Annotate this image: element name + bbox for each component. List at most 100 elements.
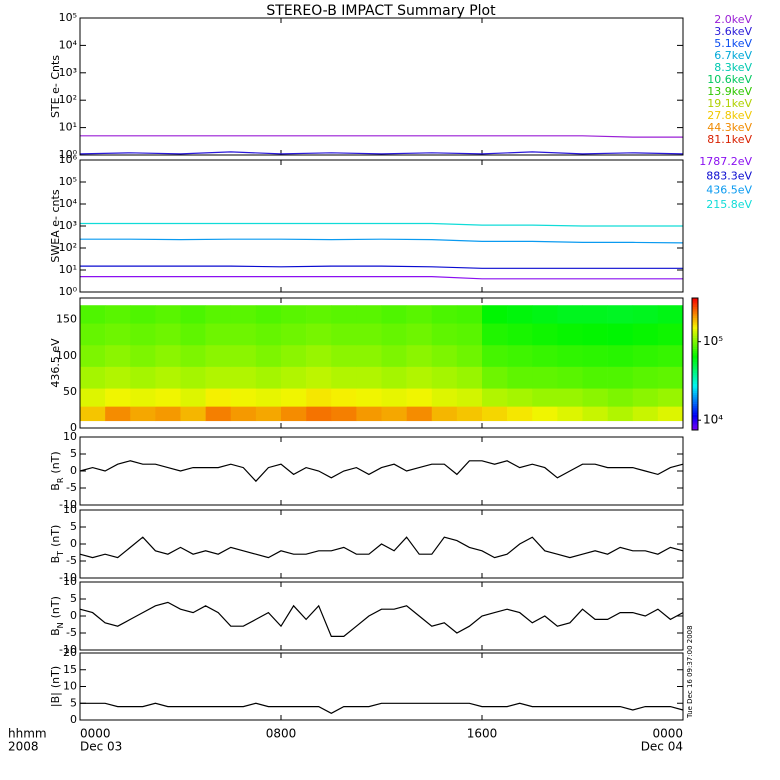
colorbar-segment	[692, 372, 698, 376]
spectrogram-cell	[532, 323, 558, 346]
spectrogram-cell	[632, 305, 659, 324]
spectrogram-cell	[406, 366, 433, 389]
spectrogram-cell	[406, 323, 433, 346]
series-line	[80, 276, 683, 280]
y-tick-label: 0	[70, 609, 77, 622]
y-tick-label: 0	[70, 537, 77, 550]
legend-label: 883.3eV	[706, 169, 752, 182]
spectrogram-cell	[180, 323, 206, 346]
y-axis-label: BR (nT)	[49, 451, 65, 490]
y-tick-label: 10⁴	[59, 38, 78, 51]
spectrogram-cell	[205, 366, 232, 389]
y-tick-label: 10²	[59, 93, 77, 106]
spectrogram-cell	[456, 305, 483, 324]
colorbar-segment	[692, 394, 698, 398]
y-tick-label: -10	[59, 498, 77, 511]
spectrogram-cell	[306, 323, 332, 346]
y-tick-label: -5	[66, 554, 77, 567]
y-label-unit: (nT)	[49, 666, 62, 688]
panel-frame	[79, 581, 684, 651]
spectrogram-cell	[482, 344, 508, 367]
colorbar-segment	[692, 377, 698, 380]
spectrogram-cell	[180, 388, 206, 407]
legend-label: 19.1keV	[707, 97, 752, 110]
spectrogram-cell	[180, 406, 206, 422]
spectrogram-cell	[105, 344, 131, 367]
series-line	[79, 601, 684, 637]
colorbar-segment	[692, 392, 698, 396]
spectrogram-cell	[607, 305, 634, 324]
spectrogram-cell	[306, 388, 332, 407]
spectrogram-cell	[306, 406, 332, 422]
legend-label: 8.3keV	[714, 61, 752, 74]
colorbar-segment	[692, 346, 698, 349]
series-line	[79, 536, 684, 559]
y-label-subscript: N	[56, 622, 65, 628]
colorbar-segment	[692, 381, 698, 385]
spectrogram-cell	[381, 344, 407, 367]
legend-label: 5.1keV	[714, 37, 752, 50]
spectrogram-cell	[80, 388, 106, 407]
y-tick-label: 10	[63, 575, 77, 588]
spectrogram-cell	[130, 323, 156, 346]
spectrogram-cell	[456, 388, 483, 407]
spectrogram-cell	[281, 406, 307, 422]
panel-frame	[79, 436, 684, 506]
y-axis-label: SWEA e- cnts	[49, 189, 62, 262]
y-tick-label: 50	[63, 385, 77, 398]
series-line	[80, 135, 683, 138]
spectrogram-cell	[80, 366, 106, 389]
spectrogram-cell	[456, 406, 483, 422]
colorbar-tick-label: 10⁴	[703, 413, 723, 427]
spectrogram-cell	[105, 406, 131, 422]
legend-label: 215.8eV	[706, 198, 752, 211]
colorbar-segment	[692, 423, 698, 426]
y-axis-label: BN (nT)	[49, 596, 65, 636]
legend-label: 3.6keV	[714, 25, 752, 38]
y-tick-label: -10	[59, 571, 77, 584]
spectrogram-cell	[657, 323, 684, 346]
spectrogram-cell	[381, 388, 407, 407]
spectrogram-cell	[130, 344, 156, 367]
y-tick-label: 10	[63, 430, 77, 443]
y-tick-label: 100	[56, 349, 77, 362]
series-line	[79, 151, 684, 155]
colorbar-segment	[692, 421, 698, 424]
y-tick-label: 10	[63, 503, 77, 516]
panel-frame	[79, 297, 684, 429]
colorbar-segment	[692, 359, 698, 363]
spectrogram-cell	[230, 344, 257, 367]
spectrogram-cell	[607, 406, 634, 422]
legend-label: 13.9keV	[707, 85, 752, 98]
x-tick-label: 0000	[80, 727, 111, 741]
spectrogram-cell	[507, 366, 533, 389]
y-tick-label: 15	[63, 663, 77, 676]
spectrogram-cell	[281, 388, 307, 407]
legend-label: 44.3keV	[707, 121, 752, 134]
spectrogram-cell	[431, 344, 458, 367]
spectrogram-cell	[657, 388, 684, 407]
colorbar-segment	[692, 337, 698, 341]
y-tick-label: 5	[70, 520, 77, 533]
series-line	[80, 222, 683, 227]
y-label-text: STE e- Cnts	[49, 55, 62, 118]
spectrogram-cell	[557, 305, 583, 324]
y-tick-label: 10²	[59, 241, 77, 254]
legend-label: 436.5eV	[706, 184, 752, 197]
colorbar-segment	[692, 317, 698, 321]
spectrogram-cell	[456, 366, 483, 389]
y-label-text: B	[49, 628, 62, 636]
colorbar-segment	[692, 311, 698, 314]
colorbar-segment	[692, 313, 698, 316]
y-tick-label: 150	[56, 313, 77, 326]
y-tick-label: 10³	[59, 66, 77, 79]
y-tick-label: 10¹	[59, 121, 77, 134]
panel-frame	[79, 509, 684, 579]
spectrogram-cell	[381, 305, 407, 324]
colorbar-segment	[692, 357, 698, 360]
y-axis-label: STE e- Cnts	[49, 55, 62, 118]
y-axis-label: |B| (nT)	[49, 666, 62, 707]
spectrogram-cell	[406, 388, 433, 407]
spectrogram-cell	[155, 305, 181, 324]
